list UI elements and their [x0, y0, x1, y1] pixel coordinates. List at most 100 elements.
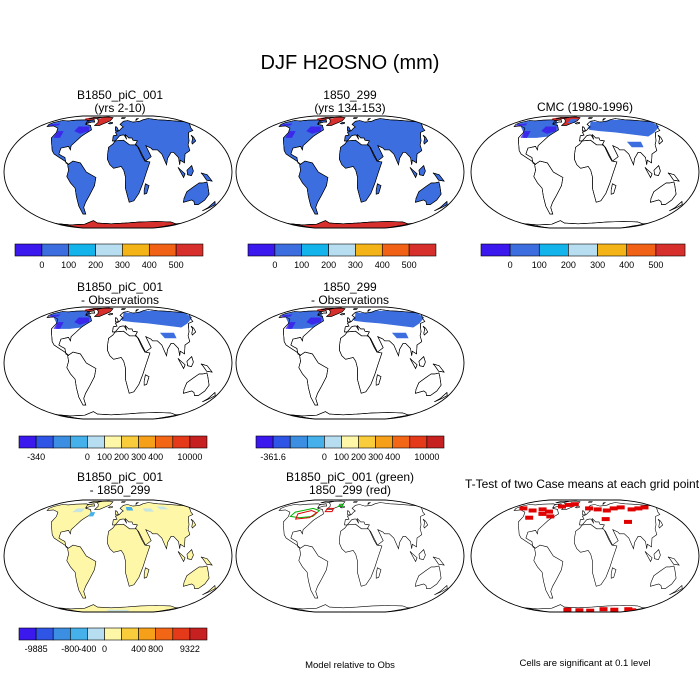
colorbar-tick-label: -361.6	[260, 452, 286, 462]
continent-south-america	[533, 160, 564, 215]
coastline-japan	[190, 134, 197, 145]
significant-cell	[558, 504, 566, 509]
coastline-antarctica	[287, 220, 413, 228]
deep-snow-rockies	[520, 131, 531, 138]
colorbar-box	[189, 627, 208, 641]
continent-svalbard	[588, 501, 594, 503]
colorbar-box	[104, 627, 122, 641]
significant-cell	[627, 507, 636, 512]
continent-madagascar	[143, 567, 150, 579]
coastline-greenland	[93, 116, 114, 126]
map-frame	[470, 499, 700, 613]
colorbar-tick-label: 400	[619, 260, 634, 270]
coastline-new-zealand	[434, 200, 448, 212]
coastline-north-america	[278, 119, 324, 165]
colorbar-tick-label: 0	[102, 644, 107, 654]
coastline-indonesia	[177, 167, 186, 179]
diff-patch-2	[156, 506, 169, 510]
colorbar-box	[375, 435, 393, 449]
colorbar-tick-label: 0	[322, 452, 327, 462]
coastline-iceland	[339, 313, 345, 316]
map-frame	[470, 115, 700, 229]
coastline-south-america	[66, 160, 97, 215]
colorbar-tick-label: 500	[169, 260, 184, 270]
coastline-eurasia	[344, 118, 426, 166]
coastline-new-zealand	[202, 200, 216, 212]
colorbar-box	[655, 243, 686, 257]
deep-snow-rockies	[53, 131, 64, 138]
continent-borneo	[653, 549, 661, 561]
colorbar-tick-label: -800	[61, 644, 79, 654]
colorbar-box	[52, 435, 71, 449]
coastline-new-guinea	[200, 363, 213, 373]
coastline-uk	[581, 125, 586, 132]
colorbar-box	[341, 435, 359, 449]
colorbar-tick-label: 100	[294, 260, 309, 270]
coastline-novaya-zemlya	[135, 309, 139, 313]
coastline-indonesia	[409, 358, 418, 370]
significant-cell	[601, 517, 610, 522]
continent-new-zealand	[669, 584, 683, 596]
deep-snow-alaska	[280, 123, 293, 127]
colorbar-5: -9885 -800 -400 0 400 800 9322	[18, 627, 208, 654]
colorbar-box	[306, 435, 325, 449]
colorbar-box	[289, 435, 308, 449]
ice-region-greenland	[326, 308, 345, 317]
colorbar-box	[568, 243, 598, 257]
colorbar-box	[247, 243, 276, 257]
significant-cell	[599, 607, 608, 612]
significant-cell	[585, 506, 594, 511]
green-contour-2	[337, 503, 344, 507]
colorbar-box	[358, 435, 376, 449]
coastline-borneo	[186, 165, 194, 177]
diff-neg-patch-1	[125, 507, 134, 511]
green-contour	[289, 507, 321, 519]
coastline-antarctica	[55, 411, 181, 419]
coastline-antarctica	[287, 411, 413, 419]
colorbar-box	[41, 243, 70, 257]
significant-cell	[640, 505, 649, 510]
significant-cell	[563, 607, 572, 612]
deep-snow-alaska	[48, 123, 61, 127]
continent-new-guinea	[432, 556, 445, 566]
coastline-baffin	[317, 119, 328, 125]
colorbar-tick-label: 300	[368, 452, 383, 462]
coastline-uk	[114, 125, 119, 132]
map-panel-2	[470, 115, 700, 229]
map-panel-3	[3, 306, 233, 420]
deep-snow-alaska	[280, 314, 293, 318]
continent-borneo	[418, 549, 426, 561]
coastline-borneo	[186, 356, 194, 368]
colorbar-tick-label: 200	[88, 260, 103, 270]
coastline-south-america	[298, 160, 329, 215]
deep-snow-rockies	[285, 131, 296, 138]
colorbar-box	[70, 435, 88, 449]
colorbar-tick-label: 10000	[414, 452, 439, 462]
colorbar-box	[426, 435, 445, 449]
coastline-new-guinea	[432, 172, 445, 182]
coastline-madagascar	[375, 183, 382, 195]
deep-snow-canada-east	[306, 126, 322, 134]
continent-africa	[339, 523, 383, 587]
continent-madagascar	[610, 567, 617, 579]
significant-cell	[565, 502, 574, 507]
coastline-svalbard	[588, 117, 594, 119]
coastline-eurasia	[112, 118, 194, 166]
colorbar-box	[87, 627, 105, 641]
map-frame	[3, 499, 233, 613]
colorbar-box	[68, 243, 96, 257]
colorbar-box	[272, 435, 291, 449]
continent-indonesia	[409, 551, 418, 563]
coastline-australia	[183, 372, 210, 396]
colorbar-tick-label: 0	[85, 452, 90, 462]
coastline-north-america	[46, 119, 92, 165]
snow-region-tibet	[626, 141, 644, 148]
continent-south-america	[66, 544, 97, 599]
panel-title-1850-299: 1850_299 (yrs 134-153)	[314, 88, 386, 115]
colorbar-0: 0 100 200 300 400 500	[14, 243, 204, 270]
colorbar-box	[274, 243, 303, 257]
coastline-africa	[339, 139, 383, 203]
continent-iceland	[107, 506, 113, 509]
colorbar-tick-label: 100	[61, 260, 76, 270]
coastline-iceland	[107, 313, 113, 316]
